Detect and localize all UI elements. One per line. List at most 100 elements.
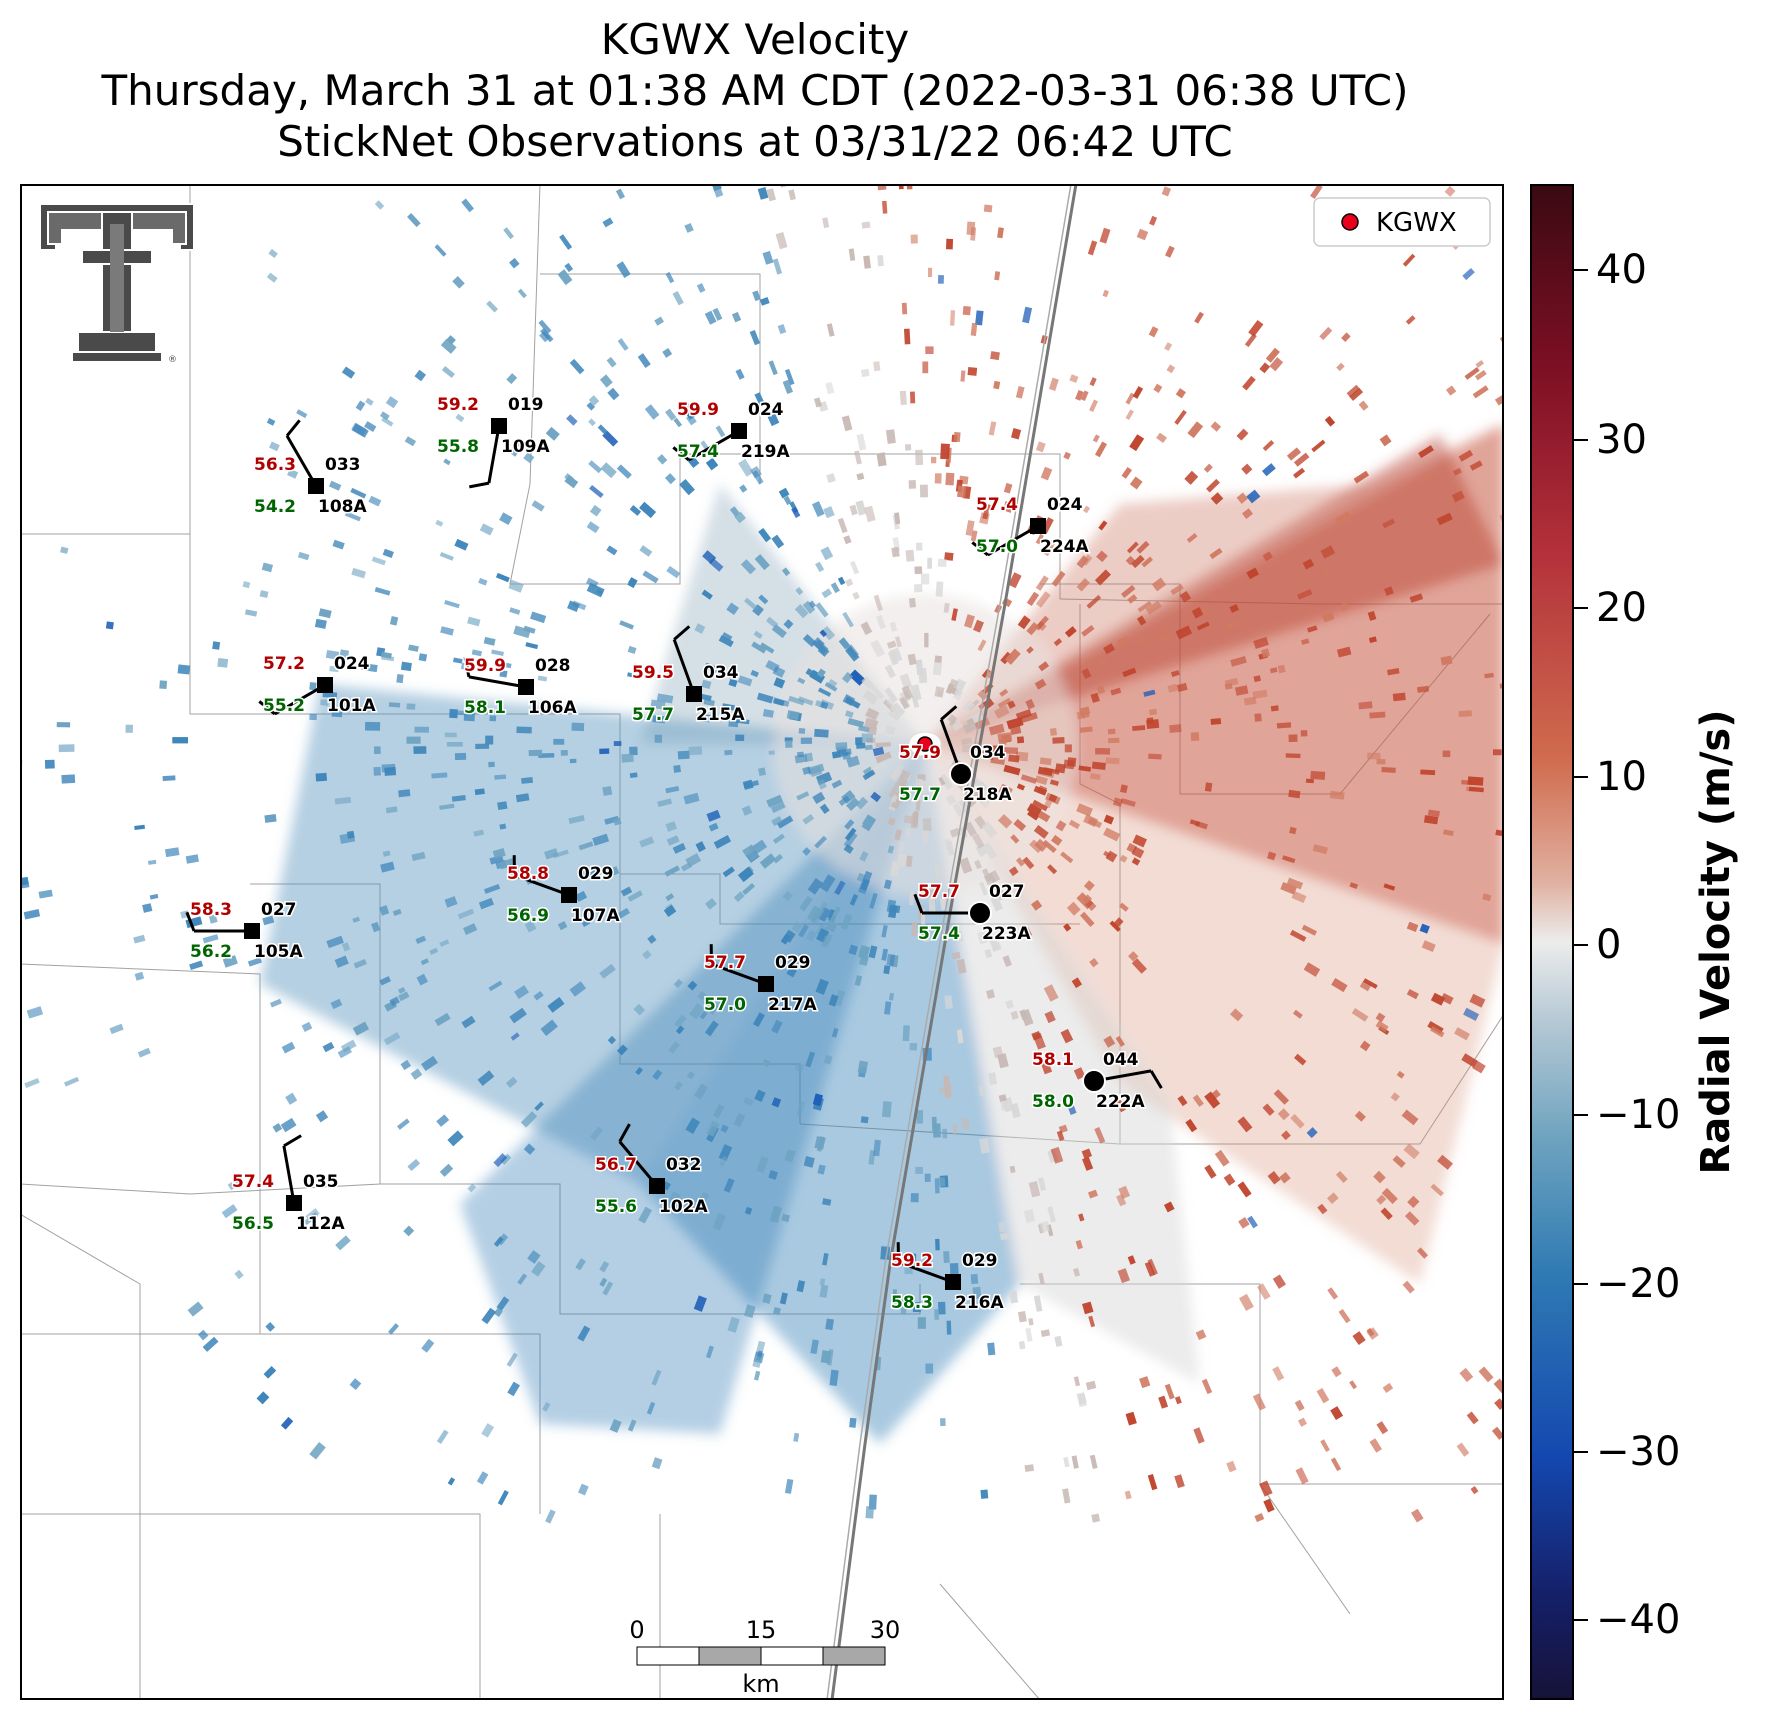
station-id: 105A [254,942,303,962]
colorbar-title: Radial Velocity (m/s) [1693,709,1739,1175]
station-wind-direction: 027 [261,900,297,920]
station-216a: 59.2 029 58.3 216A [890,1242,1006,1315]
station-112a: 57.4 035 56.5 112A [231,1134,347,1236]
scale-label-start: 0 [629,1616,644,1644]
station-wind-direction: 024 [1047,495,1083,515]
colorbar-tick [1574,1619,1588,1621]
colorbar-tick [1574,1451,1588,1453]
legend-marker-icon [1341,213,1359,231]
station-107a: 58.8 029 56.9 107A [506,855,622,928]
station-dewpoint: 58.0 [1032,1092,1074,1112]
station-temperature: 56.7 [595,1155,637,1175]
station-id: 215A [696,705,745,725]
station-wind-direction: 024 [334,654,370,674]
station-temperature: 57.4 [232,1172,274,1192]
station-wind-direction: 029 [578,864,614,884]
colorbar-tick [1574,439,1588,441]
wind-barb-flag [185,911,196,932]
wind-barb-staff [688,429,740,462]
texas-tech-double-t-logo [39,203,195,363]
station-wind-direction: 032 [666,1155,702,1175]
station-id: 218A [963,785,1012,805]
wind-barb-staff [987,524,1039,557]
station-wind-direction: 035 [303,1172,339,1192]
station-marker-square [244,923,260,939]
station-dewpoint: 57.7 [899,785,941,805]
station-218a: 57.9 034 57.7 218A [898,705,1014,807]
station-102a: 56.7 032 55.6 102A [594,1123,710,1219]
station-219a: 59.9 024 57.4 219A [672,399,792,464]
station-id: 217A [768,995,817,1015]
station-temperature: 59.2 [891,1251,933,1271]
station-marker-square [945,1274,961,1290]
scale-unit: km [742,1670,779,1698]
colorbar-tick [1574,607,1588,609]
station-dewpoint: 57.0 [976,537,1018,557]
colorbar-tick-label: −20 [1596,1261,1681,1307]
colorbar-tick-label: 40 [1596,247,1647,293]
station-dewpoint: 55.2 [263,696,305,716]
wind-barb-flag [469,481,490,489]
wind-barb-flag [285,419,301,437]
figure-title-line2: Thursday, March 31 at 01:38 AM CDT (2022… [101,66,1409,115]
station-wind-direction: 044 [1103,1050,1139,1070]
station-id: 224A [1040,537,1089,557]
wind-barb-flag [618,1123,631,1143]
station-101a: 57.2 024 55.2 101A [258,653,378,718]
colorbar-tick-label: −10 [1596,1092,1681,1138]
station-215a: 59.5 034 57.7 215A [631,625,747,727]
station-temperature: 57.4 [976,495,1018,515]
station-temperature: 57.2 [263,654,305,674]
station-marker-circle [1082,1069,1106,1093]
wind-barb-flag [258,700,276,716]
station-wind-direction: 024 [748,400,784,420]
station-wind-direction: 029 [775,953,811,973]
station-dewpoint: 57.4 [918,924,960,944]
colorbar-tick [1574,1114,1588,1116]
station-dewpoint: 56.5 [232,1214,274,1234]
station-marker-square [686,686,702,702]
radar-site-marker [917,736,933,752]
station-wind-direction: 028 [535,656,571,676]
colorbar-tick-label: 30 [1596,417,1647,463]
station-dewpoint: 57.4 [677,442,719,462]
wind-barb-staff [487,425,501,484]
wind-barb-flag [940,705,958,721]
station-224a: 57.4 024 57.0 224A [971,494,1091,559]
station-temperature: 57.9 [899,743,941,763]
radial-velocity-field [20,184,1504,1524]
station-dewpoint: 58.1 [464,698,506,718]
wind-barb-staff [285,435,318,487]
station-223a: 57.7 027 57.4 223A [913,881,1033,946]
station-wind-direction: 019 [508,395,544,415]
wind-barb-flag [673,625,691,641]
station-marker-square [317,677,333,693]
station-id: 223A [982,924,1031,944]
station-wind-direction: 029 [962,1251,998,1271]
wind-barb-staff [468,675,527,689]
station-temperature: 57.7 [704,953,746,973]
station-marker-circle [949,762,973,786]
radar-map: 59.2 019 55.8 109A 59.9 024 57.4 219A 56.3 033 54.… [20,184,1504,1700]
wind-barb-flag [672,446,690,462]
wind-barb-staff [710,962,767,986]
station-temperature: 59.9 [677,400,719,420]
station-222a: 58.1 044 58.0 222A [1031,1049,1163,1114]
scale-label-mid: 15 [746,1616,777,1644]
station-marker-square [518,679,534,695]
wind-barb-staff [274,683,326,716]
wind-barb-staff [513,873,570,897]
station-id: 101A [327,696,376,716]
wind-barb-flag [913,893,924,914]
colorbar-tick-label: 20 [1596,585,1647,631]
station-marker-square [561,887,577,903]
colorbar-tick-label: −30 [1596,1429,1681,1475]
wind-barb-flag [971,541,989,557]
station-108a: 56.3 033 54.2 108A [253,419,369,519]
station-id: 219A [741,442,790,462]
station-dewpoint: 58.3 [891,1293,933,1313]
station-marker-circle [968,901,992,925]
station-marker-square [308,478,324,494]
station-dewpoint: 56.2 [190,942,232,962]
station-dewpoint: 57.7 [632,705,674,725]
